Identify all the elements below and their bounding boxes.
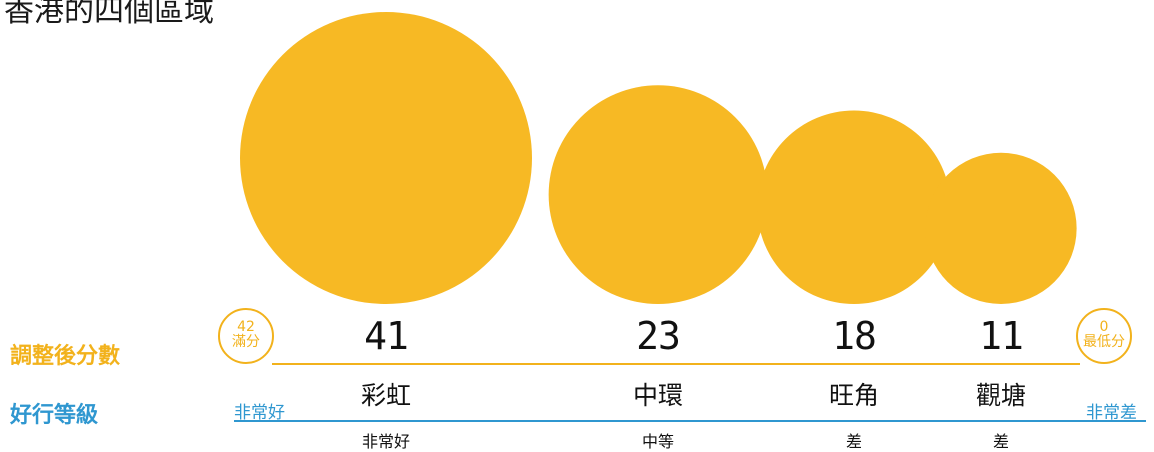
max-score-value: 42 xyxy=(237,319,255,335)
score-label-3: 11 xyxy=(979,314,1024,358)
rating-label-1: 中等 xyxy=(641,432,675,451)
district-label-1: 中環 xyxy=(632,381,684,410)
min-score-marker: 0 最低分 xyxy=(1076,308,1132,364)
min-rating-label: 非常差 xyxy=(1086,403,1137,423)
rating-row-label: 好行等級 xyxy=(10,403,99,428)
rating-label-2: 差 xyxy=(845,432,863,451)
district-label-0: 彩虹 xyxy=(360,381,412,410)
score-label-1: 23 xyxy=(636,314,681,358)
page-title: 香港的四個區域 xyxy=(4,0,214,29)
bubble-0 xyxy=(240,12,532,304)
max-rating-label: 非常好 xyxy=(234,403,285,423)
score-row-label: 調整後分數 xyxy=(10,344,121,369)
min-score-label: 最低分 xyxy=(1083,334,1125,350)
bubble-group xyxy=(240,12,1077,305)
bubble-2 xyxy=(757,110,951,305)
rating-label-0: 非常好 xyxy=(361,432,411,451)
bubble-3 xyxy=(925,152,1077,304)
score-label-2: 18 xyxy=(832,314,877,358)
district-label-3: 觀塘 xyxy=(975,381,1027,410)
district-label-2: 旺角 xyxy=(828,381,880,410)
max-score-label: 滿分 xyxy=(232,334,260,350)
bubble-1 xyxy=(548,85,768,305)
max-score-marker: 42 滿分 xyxy=(218,308,274,364)
min-score-value: 0 xyxy=(1099,319,1109,335)
rating-label-3: 差 xyxy=(992,432,1010,451)
score-label-0: 41 xyxy=(364,314,409,358)
